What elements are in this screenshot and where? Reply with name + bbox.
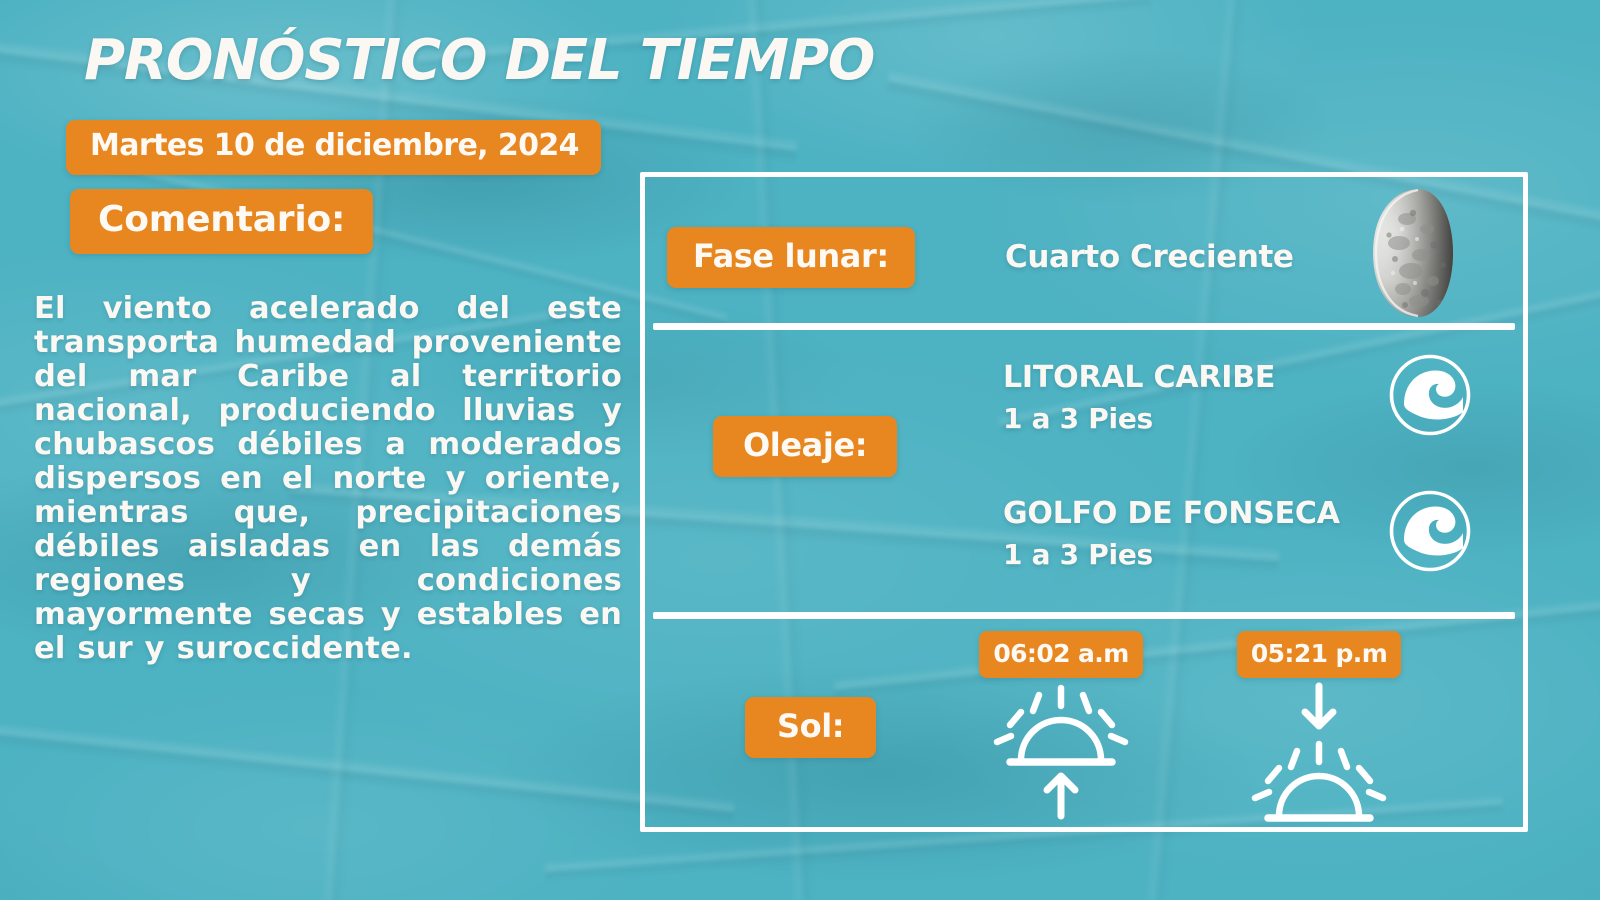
swell-region-name: LITORAL CARIBE bbox=[1003, 360, 1276, 395]
swell-height-value: 1 a 3 Pies bbox=[1003, 538, 1153, 571]
swell-row: Oleaje: LITORAL CARIBE 1 a 3 Pies GOLFO … bbox=[645, 330, 1523, 612]
comment-text: El viento acelerado del este transporta … bbox=[34, 291, 622, 666]
wave-circle-icon bbox=[1387, 352, 1473, 438]
page-title: PRONÓSTICO DEL TIEMPO bbox=[84, 28, 875, 93]
lunar-phase-row: Fase lunar: Cuarto Creciente bbox=[645, 177, 1523, 323]
swell-item: LITORAL CARIBE 1 a 3 Pies bbox=[1003, 360, 1503, 435]
left-column: PRONÓSTICO DEL TIEMPO Martes 10 de dicie… bbox=[0, 0, 875, 900]
lunar-phase-label-badge: Fase lunar: bbox=[667, 227, 915, 288]
sunset-icon bbox=[1219, 682, 1419, 828]
info-panel: Fase lunar: Cuarto Creciente bbox=[640, 172, 1528, 832]
wave-circle-icon bbox=[1387, 488, 1473, 574]
sunrise-time-badge: 06:02 a.m bbox=[979, 631, 1143, 678]
swell-region-name: GOLFO DE FONSECA bbox=[1003, 496, 1340, 531]
date-badge: Martes 10 de diciembre, 2024 bbox=[66, 120, 601, 175]
comment-label-badge: Comentario: bbox=[70, 189, 374, 254]
swell-label-badge: Oleaje: bbox=[713, 416, 898, 477]
sun-row: Sol: 06:02 a.m bbox=[645, 619, 1523, 832]
swell-height-value: 1 a 3 Pies bbox=[1003, 402, 1153, 435]
sunrise-block: 06:02 a.m bbox=[961, 631, 1161, 828]
lunar-phase-value: Cuarto Creciente bbox=[1005, 239, 1294, 275]
sun-label-badge: Sol: bbox=[745, 697, 877, 758]
sunrise-icon bbox=[961, 682, 1161, 828]
sunset-time-badge: 05:21 p.m bbox=[1236, 631, 1402, 678]
panel-divider bbox=[653, 323, 1515, 330]
moon-waxing-crescent-icon bbox=[1355, 185, 1481, 321]
swell-item: GOLFO DE FONSECA 1 a 3 Pies bbox=[1003, 496, 1503, 571]
panel-divider bbox=[653, 612, 1515, 619]
sunset-block: 05:21 p.m bbox=[1219, 631, 1419, 828]
